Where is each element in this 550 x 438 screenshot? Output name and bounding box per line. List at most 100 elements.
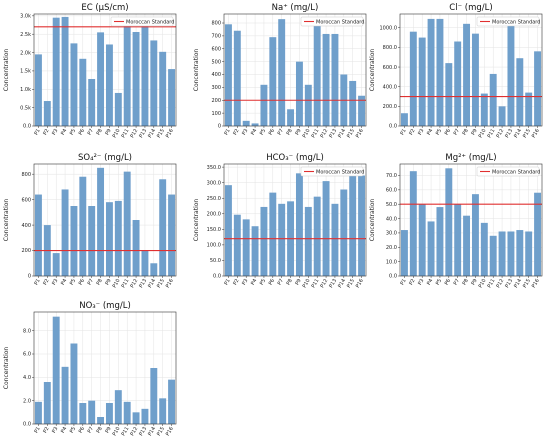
bar-p15 (349, 174, 357, 276)
panel-title: Na⁺ (mg/L) (272, 3, 319, 13)
bar-p4 (61, 366, 69, 424)
x-tick-label: P3 (417, 278, 425, 286)
x-tick-label: P4 (426, 128, 434, 136)
x-tick-label: P10 (112, 426, 122, 437)
x-tick-label: P7 (453, 128, 461, 136)
bar-p15 (349, 80, 357, 126)
bar-p16 (168, 69, 176, 126)
plot-frame (223, 13, 367, 127)
x-tick-label: P14 (147, 426, 157, 437)
panel-title: NO₃⁻ (mg/L) (79, 301, 131, 311)
x-tick-label: P16 (355, 278, 365, 289)
x-tick-label: P8 (95, 426, 103, 434)
x-tick-label: P11 (121, 128, 131, 139)
bar-p1 (34, 401, 42, 424)
bar-p8 (463, 215, 471, 276)
x-tick-label: P7 (87, 128, 95, 136)
x-tick-label: P4 (250, 128, 258, 136)
x-tick-label: P5 (69, 426, 77, 434)
bar-p16 (168, 379, 176, 424)
legend: Moroccan Standard (476, 16, 540, 27)
x-tick-label: P1 (223, 128, 231, 136)
x-tick-label: P1 (33, 278, 41, 286)
bar-p3 (418, 37, 426, 126)
y-tick-label: 8.0 (23, 328, 31, 334)
bar-p8 (97, 417, 105, 424)
legend-box (300, 16, 364, 27)
bar-p2 (43, 382, 51, 424)
bar-p1 (224, 185, 232, 276)
x-tick-label: P9 (104, 426, 112, 434)
bar-p14 (150, 263, 158, 276)
panel-title: HCO₃⁻ (mg/L) (266, 153, 324, 163)
plot-frame (33, 163, 177, 277)
chart-panel-7: 0.02.04.06.08.0P1 P2 P3 P4 P5 P6 P7 P8 P9P10P11P… (3, 301, 177, 437)
x-tick-label: P8 (285, 278, 293, 286)
bar-p7 (88, 78, 96, 126)
x-tick-label: P12 (319, 278, 329, 289)
x-tick-label: P2 (42, 278, 50, 286)
bar-p3 (52, 316, 60, 424)
x-tick-label: P8 (461, 278, 469, 286)
legend-label: Moroccan Standard (492, 19, 540, 25)
y-tick-label: 0.5k (20, 105, 31, 111)
bar-p10 (480, 93, 488, 126)
x-tick-label: P5 (69, 128, 77, 136)
bar-p4 (251, 123, 259, 126)
x-tick-label: P15 (346, 278, 356, 289)
x-tick-label: P1 (33, 128, 41, 136)
bar-p1 (400, 230, 408, 276)
y-axis-label: Concentration (3, 347, 10, 390)
bar-p4 (251, 226, 259, 276)
x-tick-label: P15 (156, 426, 166, 437)
bar-p11 (313, 196, 321, 276)
x-tick-label: P15 (156, 278, 166, 289)
bar-p5 (436, 18, 444, 127)
y-tick-label: 2.5k (20, 32, 31, 38)
x-tick-label: P12 (495, 128, 505, 139)
x-tick-label: P15 (346, 128, 356, 139)
x-tick-label: P13 (328, 128, 338, 139)
x-tick-label: P9 (294, 128, 302, 136)
x-tick-label: P10 (112, 128, 122, 139)
y-tick-label: 50.0 (210, 258, 221, 264)
x-tick-label: P5 (435, 278, 443, 286)
x-tick-label: P16 (531, 128, 541, 139)
bar-p5 (70, 43, 78, 127)
x-tick-label: P5 (69, 278, 77, 286)
bar-p10 (114, 92, 122, 126)
x-tick-label: P11 (311, 278, 321, 289)
bar-p1 (224, 24, 232, 126)
y-tick-label: 1.5k (20, 69, 31, 75)
x-tick-label: P3 (417, 128, 425, 136)
bar-p15 (525, 92, 533, 126)
bar-p10 (480, 222, 488, 276)
y-tick-label: 40.0 (386, 216, 397, 222)
plot-frame (399, 13, 543, 127)
y-tick-label: 200 (21, 248, 31, 254)
x-tick-label: P3 (51, 426, 59, 434)
y-tick-label: 400.0 (383, 84, 397, 90)
bar-p11 (123, 171, 131, 276)
bar-p3 (52, 253, 60, 276)
y-tick-label: 200 (211, 98, 221, 104)
bar-p12 (498, 231, 506, 276)
x-tick-label: P1 (223, 278, 231, 286)
bar-p12 (132, 220, 140, 276)
bar-p14 (516, 58, 524, 126)
bar-p6 (79, 58, 87, 126)
bar-p9 (105, 44, 113, 127)
bar-p10 (114, 390, 122, 424)
bar-p5 (70, 343, 78, 424)
y-tick-label: 350.0 (207, 165, 221, 171)
x-tick-label: P5 (259, 278, 267, 286)
bar-p13 (507, 231, 515, 276)
x-tick-label: P3 (51, 278, 59, 286)
x-tick-label: P9 (104, 128, 112, 136)
bar-p12 (322, 33, 330, 126)
x-tick-label: P8 (95, 278, 103, 286)
bar-p14 (516, 230, 524, 276)
bar-p6 (79, 403, 87, 424)
y-tick-label: 60.0 (386, 188, 397, 194)
